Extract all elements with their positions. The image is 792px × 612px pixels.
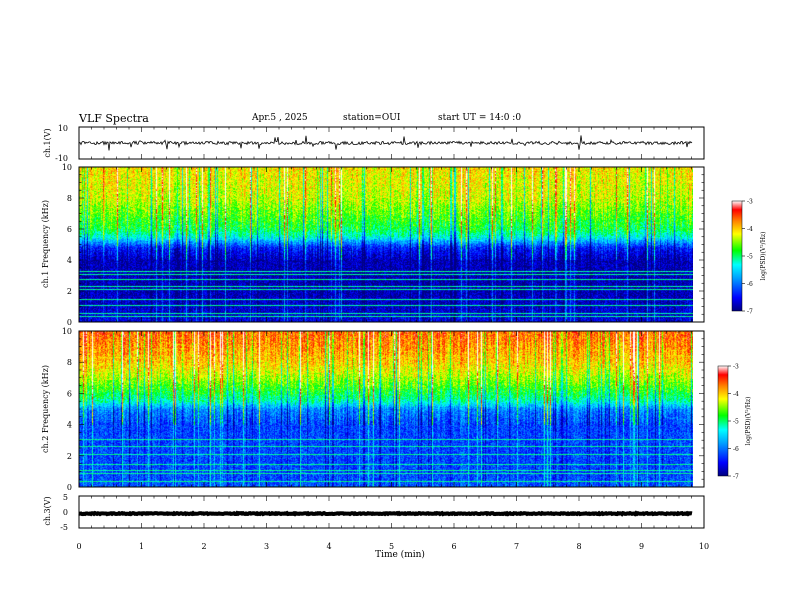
y-ticklabel: 8 — [67, 358, 72, 367]
ch3-ytick-mid: 0 — [63, 508, 68, 517]
colorbar-ch1 — [731, 200, 743, 312]
time-axis-label: Time (min) — [375, 549, 425, 560]
waveform-ch1-trace — [78, 135, 693, 151]
x-ticklabel: 6 — [451, 542, 456, 551]
ch1-ytick-top: 10 — [58, 124, 68, 133]
time-axis-ticklabels: 0 1 2 3 4 5 6 7 8 9 10 — [76, 542, 709, 551]
start-time-label: start UT = 14:0 :0 — [438, 113, 522, 123]
figure-title: VLF Spectra — [79, 112, 149, 125]
panel-waveform-ch3: 5 0 -5 ch.3(V) — [43, 493, 705, 532]
x-ticklabel: 0 — [76, 542, 81, 551]
colorbar-ch1-ticks: -7 -6 -5 -4 -3 — [742, 199, 753, 316]
x-ticklabel: 3 — [264, 542, 269, 551]
colorbar-ticklabel: -3 — [733, 364, 739, 371]
y-ticklabel: 6 — [67, 225, 72, 234]
y-ticklabel: 0 — [67, 318, 72, 327]
colorbar-ticklabel: -7 — [747, 309, 753, 316]
x-ticklabel: 4 — [326, 542, 331, 551]
x-ticklabel: 5 — [389, 542, 394, 551]
x-ticklabel: 2 — [201, 542, 206, 551]
time-axis-ticks — [78, 127, 705, 528]
y-ticklabel: 6 — [67, 389, 72, 398]
colorbar-ticklabel: -5 — [747, 254, 753, 261]
colorbar-ch2-label: log(PSD)(V²/Hz) — [745, 397, 752, 446]
colorbar-ticklabel: -4 — [747, 226, 753, 233]
ch1-ytick-bottom: -10 — [55, 154, 68, 163]
colorbar-ticklabel: -7 — [733, 474, 739, 481]
x-ticklabel: 7 — [514, 542, 519, 551]
spec1-ylabel: ch.1 Frequency (kHz) — [41, 200, 50, 288]
colorbar-ch1-label: log(PSD)(V²/Hz) — [760, 232, 767, 281]
spec1-yticks: 0 2 4 6 8 10 — [62, 163, 704, 327]
spec2-yticks: 0 2 4 6 8 10 — [62, 327, 704, 492]
colorbar-ticklabel: -3 — [747, 199, 753, 206]
colorbar-ch2 — [717, 365, 729, 477]
y-ticklabel: 0 — [67, 483, 72, 492]
y-ticklabel: 2 — [67, 452, 72, 461]
y-ticklabel: 4 — [67, 256, 72, 265]
colorbar-ticklabel: -6 — [747, 281, 753, 288]
x-ticklabel: 9 — [639, 542, 644, 551]
y-ticklabel: 4 — [67, 421, 72, 430]
y-ticklabel: 10 — [62, 327, 72, 336]
colorbar-ticklabel: -5 — [733, 419, 739, 426]
spectrogram-ch2-image — [79, 331, 693, 487]
y-ticklabel: 2 — [67, 287, 72, 296]
ch1-ylabel: ch.1(V) — [43, 128, 52, 157]
waveform-ch3-trace — [78, 510, 693, 517]
date-label: Apr.5 , 2025 — [252, 113, 308, 123]
ch3-ytick-bottom: -5 — [60, 523, 68, 532]
x-ticklabel: 1 — [139, 542, 144, 551]
ch3-ytick-top: 5 — [63, 493, 68, 502]
y-ticklabel: 8 — [67, 194, 72, 203]
colorbar-ticklabel: -4 — [733, 391, 739, 398]
spectrogram-ch1-image — [79, 167, 693, 322]
x-ticklabel: 8 — [576, 542, 581, 551]
x-ticklabel: 10 — [699, 542, 709, 551]
colorbar-ticklabel: -6 — [733, 446, 739, 453]
colorbar-ch2-ticks: -7 -6 -5 -4 -3 — [728, 364, 739, 481]
spec2-ylabel: ch.2 Frequency (kHz) — [41, 365, 50, 453]
station-label: station=OUI — [343, 113, 401, 123]
y-ticklabel: 10 — [62, 163, 72, 172]
ch3-ylabel: ch.3(V) — [43, 496, 52, 525]
panel-waveform-ch1: 10 -10 ch.1(V) — [43, 124, 705, 163]
